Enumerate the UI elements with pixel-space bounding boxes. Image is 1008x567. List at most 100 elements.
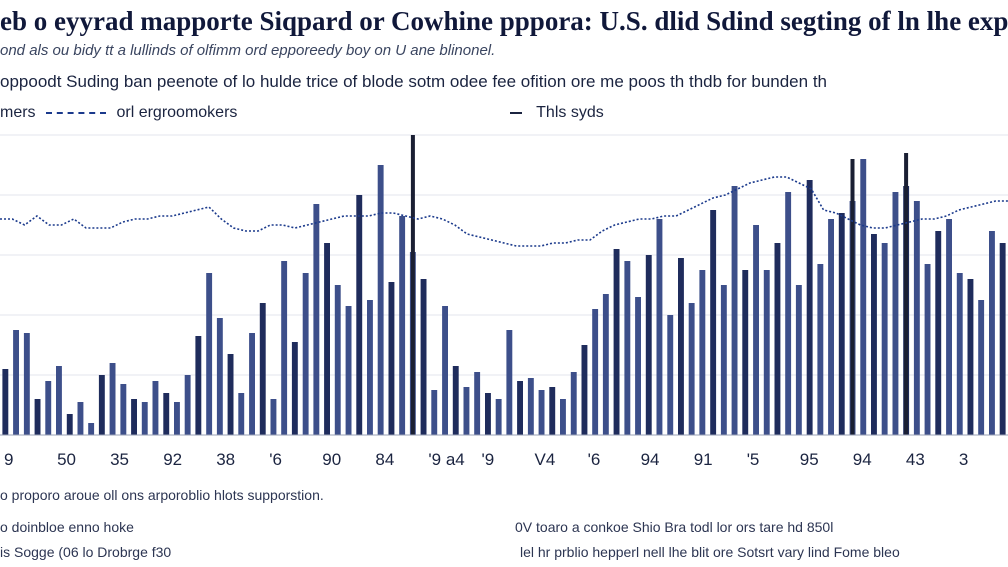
bar-61 <box>656 219 663 435</box>
bar-9 <box>98 375 105 435</box>
x-tick-label-14: '5 <box>747 450 760 469</box>
chart-description: oppoodt Suding ban peenote of lo hulde t… <box>0 72 827 91</box>
bar-87 <box>935 231 942 435</box>
bar-76 <box>817 264 824 435</box>
x-tick-label-15: 95 <box>800 450 819 469</box>
bar-63 <box>678 258 684 435</box>
bar-48 <box>517 381 523 435</box>
bar-2 <box>23 333 30 435</box>
footnote-1: o proporo aroue oll ons arporoblio hlots… <box>0 487 324 503</box>
bar-56 <box>602 294 609 435</box>
bar-40 <box>431 390 438 435</box>
bar-3 <box>34 399 41 435</box>
bar-60 <box>645 255 652 435</box>
bar-41 <box>442 306 448 435</box>
legend-bar-swatch <box>510 111 522 114</box>
bar-15 <box>163 393 170 435</box>
bar-69 <box>742 270 749 435</box>
trend-line <box>0 176 1008 247</box>
bar-85 <box>913 201 920 435</box>
bar-6 <box>66 414 73 435</box>
bar-39 <box>420 279 427 435</box>
bar-5 <box>56 366 62 435</box>
bar-54 <box>581 345 588 435</box>
bar-77 <box>828 219 834 435</box>
bar-92 <box>989 231 995 435</box>
bar-25 <box>270 399 277 435</box>
bar-74 <box>795 285 802 435</box>
bar-58 <box>624 261 631 435</box>
bar-35 <box>377 165 384 435</box>
footnote-2: o doinbloe enno hoke <box>0 519 134 535</box>
bar-30 <box>324 243 330 435</box>
x-tick-label-18: 3 <box>959 450 968 469</box>
bar-81 <box>871 234 877 435</box>
bar-86 <box>924 264 931 435</box>
bar-33 <box>356 195 363 435</box>
bar-72 <box>774 243 781 435</box>
bar-55 <box>592 309 599 435</box>
chart-subtitle: ond als ou bidy tt a lullinds of olfimm … <box>0 42 496 59</box>
bar-31 <box>334 285 341 435</box>
bar-8 <box>88 423 95 435</box>
x-tick-label-9: '9 <box>482 450 495 469</box>
bar-7 <box>77 402 84 435</box>
bar-23 <box>249 333 255 435</box>
bar-12 <box>131 399 137 435</box>
bar-47 <box>506 330 513 435</box>
footnote-3: is Sogge (06 lo Drobrge f30 <box>0 544 172 560</box>
bar-46 <box>495 399 502 435</box>
spike-bar-1 <box>850 159 855 435</box>
bar-71 <box>763 270 770 435</box>
bar-14 <box>152 381 159 435</box>
bar-22 <box>238 393 245 435</box>
bar-67 <box>720 285 727 435</box>
x-tick-label-5: '6 <box>269 450 282 469</box>
bar-26 <box>281 261 288 435</box>
x-tick-label-2: 35 <box>110 450 129 469</box>
bar-65 <box>699 270 706 435</box>
bar-10 <box>109 363 116 435</box>
bar-66 <box>710 210 717 435</box>
spike-bar-2 <box>904 153 909 435</box>
bar-49 <box>527 378 534 435</box>
bar-36 <box>388 282 395 435</box>
bar-19 <box>206 273 213 435</box>
bar-52 <box>560 399 566 435</box>
chart-title: eb o eyyrad mapporte Siqpard or Cowhine … <box>0 6 1008 36</box>
bar-53 <box>570 372 577 435</box>
bar-83 <box>892 192 899 435</box>
bar-28 <box>302 273 309 435</box>
bar-13 <box>141 402 148 435</box>
legend-left-text-b: orl ergroomokers <box>116 104 238 121</box>
bar-50 <box>538 390 545 435</box>
bar-75 <box>806 180 813 435</box>
bar-1 <box>13 330 19 435</box>
bar-64 <box>688 303 695 435</box>
legend-right-text: Thls syds <box>536 104 604 121</box>
bar-90 <box>967 279 974 435</box>
bar-78 <box>838 213 845 435</box>
bar-43 <box>463 387 470 435</box>
x-tick-label-8: '9 a4 <box>428 450 464 469</box>
bar-17 <box>184 375 191 435</box>
legend-line-swatch <box>46 111 107 114</box>
bar-82 <box>881 243 888 435</box>
bar-18 <box>195 336 202 435</box>
bar-29 <box>313 204 320 435</box>
x-tick-label-0: 9 <box>4 450 13 469</box>
x-tick-label-4: 38 <box>216 450 235 469</box>
legend-right: Thls syds <box>510 104 604 122</box>
x-tick-label-1: 50 <box>57 450 76 469</box>
bar-89 <box>956 273 963 435</box>
bar-88 <box>946 219 952 435</box>
bar-4 <box>45 381 52 435</box>
x-tick-label-10: V4 <box>535 450 556 469</box>
bar-37 <box>399 216 406 435</box>
bar-45 <box>485 393 491 435</box>
chart-plot: 9 50 35 92 38 '6 90 84 '9 a4 '9 V4 '6 94 91 '5 95 94 43 3 <box>0 134 1008 469</box>
bar-73 <box>785 192 792 435</box>
x-tick-label-6: 90 <box>322 450 341 469</box>
bar-91 <box>978 300 985 435</box>
footnote-4: 0V toaro a conkoe Shio Bra todl lor ors … <box>515 519 834 535</box>
